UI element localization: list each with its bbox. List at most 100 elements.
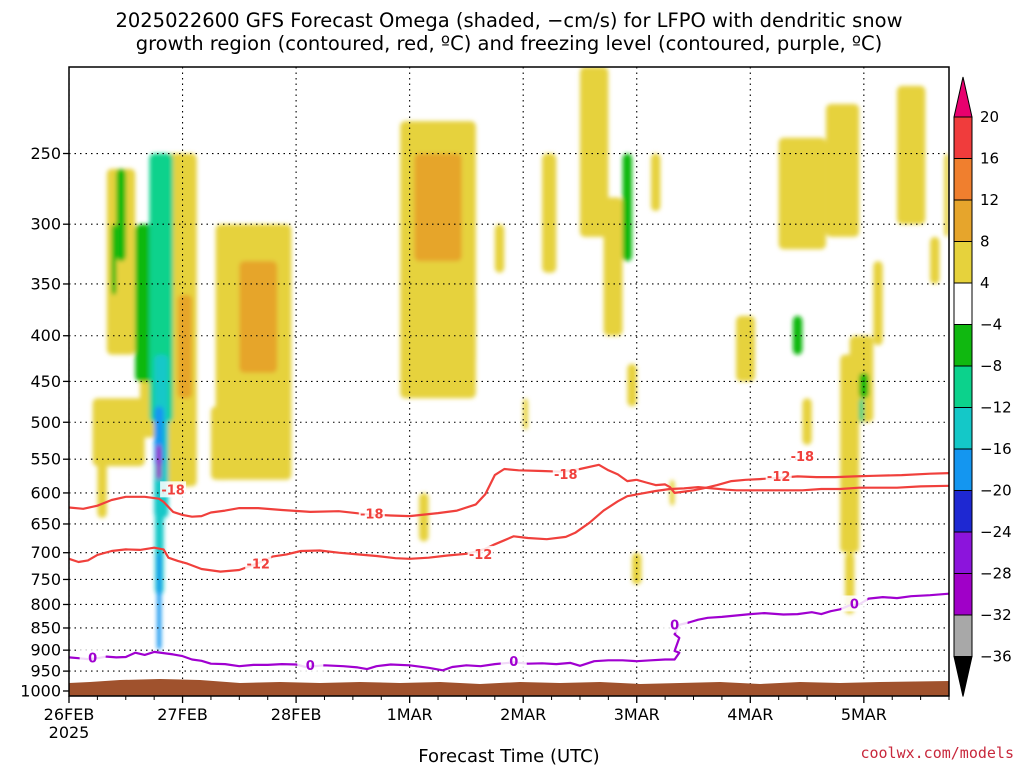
y-tick-label: 950 <box>30 662 61 681</box>
omega-shaded-region <box>792 168 808 225</box>
y-tick-label: 750 <box>30 570 61 589</box>
colorbar-swatch-bottom <box>953 656 973 697</box>
omega-shaded-region <box>603 197 623 336</box>
omega-shaded-region <box>873 261 883 346</box>
dgz-lower-contour-label-bg <box>765 468 792 485</box>
dgz-upper-contour-label-bg <box>789 448 816 465</box>
y-tick-label: 600 <box>30 483 61 502</box>
freezing-level-contour-line <box>69 592 949 672</box>
chart-title-line2: growth region (contoured, red, ºC) and f… <box>136 32 883 55</box>
colorbar-swatch <box>953 199 973 242</box>
freezing-level-contour-label-bg <box>661 616 688 633</box>
freezing-level-contour-label-bg <box>500 653 527 670</box>
freezing-level-contour-label: 0 <box>850 597 859 612</box>
colorbar-label: 4 <box>980 274 990 292</box>
colorbar-swatch <box>953 158 973 201</box>
omega-shaded-region <box>97 459 107 518</box>
omega-shaded-region <box>239 261 278 373</box>
x-tick-label: 4MAR <box>727 705 773 724</box>
colorbar-label: −32 <box>980 606 1012 624</box>
colorbar-label: 8 <box>980 233 990 251</box>
dgz-lower-contour-label-bg <box>467 545 494 562</box>
credit-text: coolwx.com/models <box>860 744 1014 762</box>
colorbar-label: 20 <box>980 108 999 126</box>
colorbar-swatch <box>953 324 973 367</box>
omega-shaded-region <box>669 479 675 506</box>
colorbar-swatch <box>953 490 973 533</box>
dgz-upper-contour-label-bg <box>552 466 579 483</box>
x-tick-label: 2MAR <box>500 705 546 724</box>
colorbar-label: −4 <box>980 316 1002 334</box>
omega-shaded-region <box>428 183 457 225</box>
omega-shaded-region <box>523 398 528 430</box>
ground-surface <box>69 679 949 696</box>
colorbar-label: −8 <box>980 357 1002 375</box>
omega-shaded-region <box>859 398 864 423</box>
freezing-level-contour-label-bg <box>79 649 106 666</box>
dgz-upper-contour-label: -18 <box>161 483 185 498</box>
omega-shading <box>92 67 949 651</box>
omega-shaded-region <box>622 153 633 262</box>
omega-shaded-region <box>736 315 756 382</box>
omega-shaded-region <box>419 492 429 542</box>
omega-shaded-region <box>494 224 505 273</box>
y-tick-label: 350 <box>30 274 61 293</box>
omega-shaded-region <box>802 398 812 445</box>
colorbar-swatch <box>953 282 973 325</box>
omega-shaded-region <box>210 406 230 480</box>
colorbar-swatch-top <box>953 76 973 118</box>
omega-shaded-region <box>135 224 155 382</box>
dgz-lower-contour-label: -12 <box>246 558 270 573</box>
freezing-level-contour-label-bg <box>841 595 868 612</box>
freezing-level-contour-label: 0 <box>670 619 679 634</box>
freezing-level-contour-label: 0 <box>509 655 518 670</box>
freezing-level-contour-label-bg <box>297 657 324 674</box>
y-tick-label: 250 <box>30 144 61 163</box>
y-tick-label: 450 <box>30 372 61 391</box>
colorbar-swatch <box>953 407 973 450</box>
omega-shaded-region <box>92 398 145 467</box>
colorbar-label: −36 <box>980 648 1012 666</box>
omega-shaded-region <box>149 153 174 423</box>
omega-shaded-region <box>156 444 162 480</box>
colorbar-swatch <box>953 614 973 657</box>
dgz-lower-contour-label: -12 <box>767 470 791 485</box>
y-tick-label: 1000 <box>20 681 61 700</box>
omega-shaded-region <box>116 168 126 262</box>
omega-shaded-region <box>466 294 476 364</box>
colorbar-label: 12 <box>980 191 999 209</box>
omega-shaded-region <box>896 85 926 225</box>
x-tick-label: 28FEB <box>271 705 322 724</box>
y-tick-label: 700 <box>30 543 61 562</box>
colorbar: 20 16 12 8 4 −4 −8 −12 −16 −20 −24 −28 −32 −36 <box>953 76 1012 697</box>
omega-shaded-region <box>792 315 803 355</box>
y-tick-label: 400 <box>30 326 61 345</box>
y-tick-label: 550 <box>30 450 61 469</box>
x-tick-label: 26FEB <box>44 705 95 724</box>
x-tick-sublabel: 2025 <box>49 723 90 742</box>
chart-title-line1: 2025022600 GFS Forecast Omega (shaded, −… <box>115 9 902 32</box>
freezing-level-contour-label: 0 <box>88 652 97 667</box>
y-tick-label: 650 <box>30 514 61 533</box>
omega-shaded-region <box>106 168 136 355</box>
omega-shaded-region <box>157 552 162 651</box>
x-tick-label: 5MAR <box>841 705 887 724</box>
colorbar-swatch <box>953 365 973 408</box>
dgz-upper-contour-label: -18 <box>791 450 815 465</box>
colorbar-swatch <box>953 448 973 491</box>
omega-shaded-region <box>111 224 117 295</box>
x-tick-label: 3MAR <box>614 705 660 724</box>
colorbar-swatch <box>953 116 973 159</box>
dgz-upper-contour-line <box>69 463 949 518</box>
y-tick-label: 800 <box>30 595 61 614</box>
colorbar-label: −20 <box>980 482 1012 500</box>
y-tick-label: 900 <box>30 641 61 660</box>
dgz-upper-contour-label-bg <box>358 505 385 522</box>
dgz-upper-contour-label-bg <box>160 481 187 498</box>
omega-shaded-region <box>840 354 860 553</box>
colorbar-swatch <box>953 241 973 284</box>
colorbar-label: −28 <box>980 565 1012 583</box>
colorbar-swatch <box>953 573 973 616</box>
omega-shaded-region <box>825 103 860 237</box>
